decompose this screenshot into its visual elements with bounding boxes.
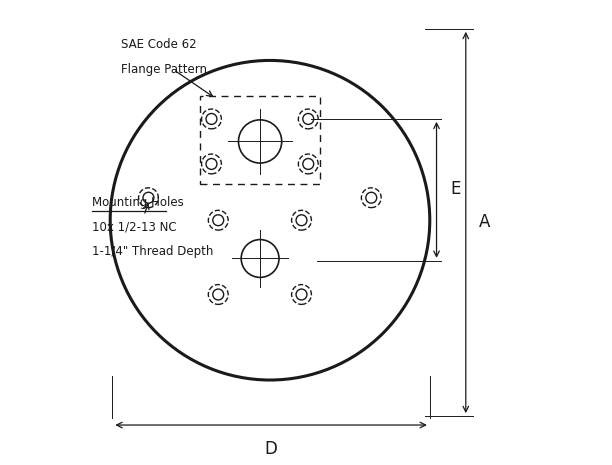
Text: SAE Code 62: SAE Code 62: [121, 39, 197, 52]
Text: E: E: [450, 179, 460, 198]
Text: A: A: [479, 213, 491, 232]
Text: 1-1/4" Thread Depth: 1-1/4" Thread Depth: [92, 246, 214, 259]
Text: D: D: [264, 440, 277, 458]
Text: Flange Pattern: Flange Pattern: [121, 63, 207, 76]
Text: Mounting Holes: Mounting Holes: [92, 196, 184, 209]
Bar: [200, 96, 319, 184]
Text: 10x 1/2-13 NC: 10x 1/2-13 NC: [92, 221, 177, 234]
